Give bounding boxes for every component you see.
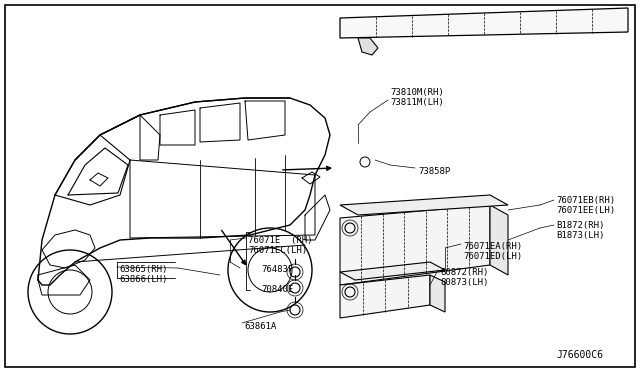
Text: B1873(LH): B1873(LH)	[556, 231, 604, 240]
Polygon shape	[340, 8, 628, 38]
Text: 76483F: 76483F	[261, 265, 293, 274]
Text: 76071E  (RH): 76071E (RH)	[248, 236, 312, 245]
Text: 73858P: 73858P	[418, 167, 451, 176]
Text: 70840E: 70840E	[261, 285, 293, 294]
Text: 63861A: 63861A	[244, 322, 276, 331]
Polygon shape	[340, 205, 490, 285]
Polygon shape	[340, 262, 445, 280]
Text: 76071ED(LH): 76071ED(LH)	[463, 252, 522, 261]
Text: 63865(RH): 63865(RH)	[119, 265, 168, 274]
Text: 80872(RH): 80872(RH)	[440, 268, 488, 277]
Text: 63866(LH): 63866(LH)	[119, 275, 168, 284]
Text: J76600C6: J76600C6	[556, 350, 603, 360]
Text: 76071EE(LH): 76071EE(LH)	[556, 206, 615, 215]
Polygon shape	[358, 38, 378, 55]
Polygon shape	[340, 195, 508, 215]
Polygon shape	[430, 275, 445, 312]
Polygon shape	[490, 205, 508, 275]
Text: 76071EC(LH): 76071EC(LH)	[248, 246, 307, 255]
Text: 73810M(RH): 73810M(RH)	[390, 88, 444, 97]
Text: B1872(RH): B1872(RH)	[556, 221, 604, 230]
Text: 80873(LH): 80873(LH)	[440, 278, 488, 287]
Text: 76071EA(RH): 76071EA(RH)	[463, 242, 522, 251]
Text: 76071EB(RH): 76071EB(RH)	[556, 196, 615, 205]
Polygon shape	[340, 275, 430, 318]
Text: 73811M(LH): 73811M(LH)	[390, 98, 444, 107]
